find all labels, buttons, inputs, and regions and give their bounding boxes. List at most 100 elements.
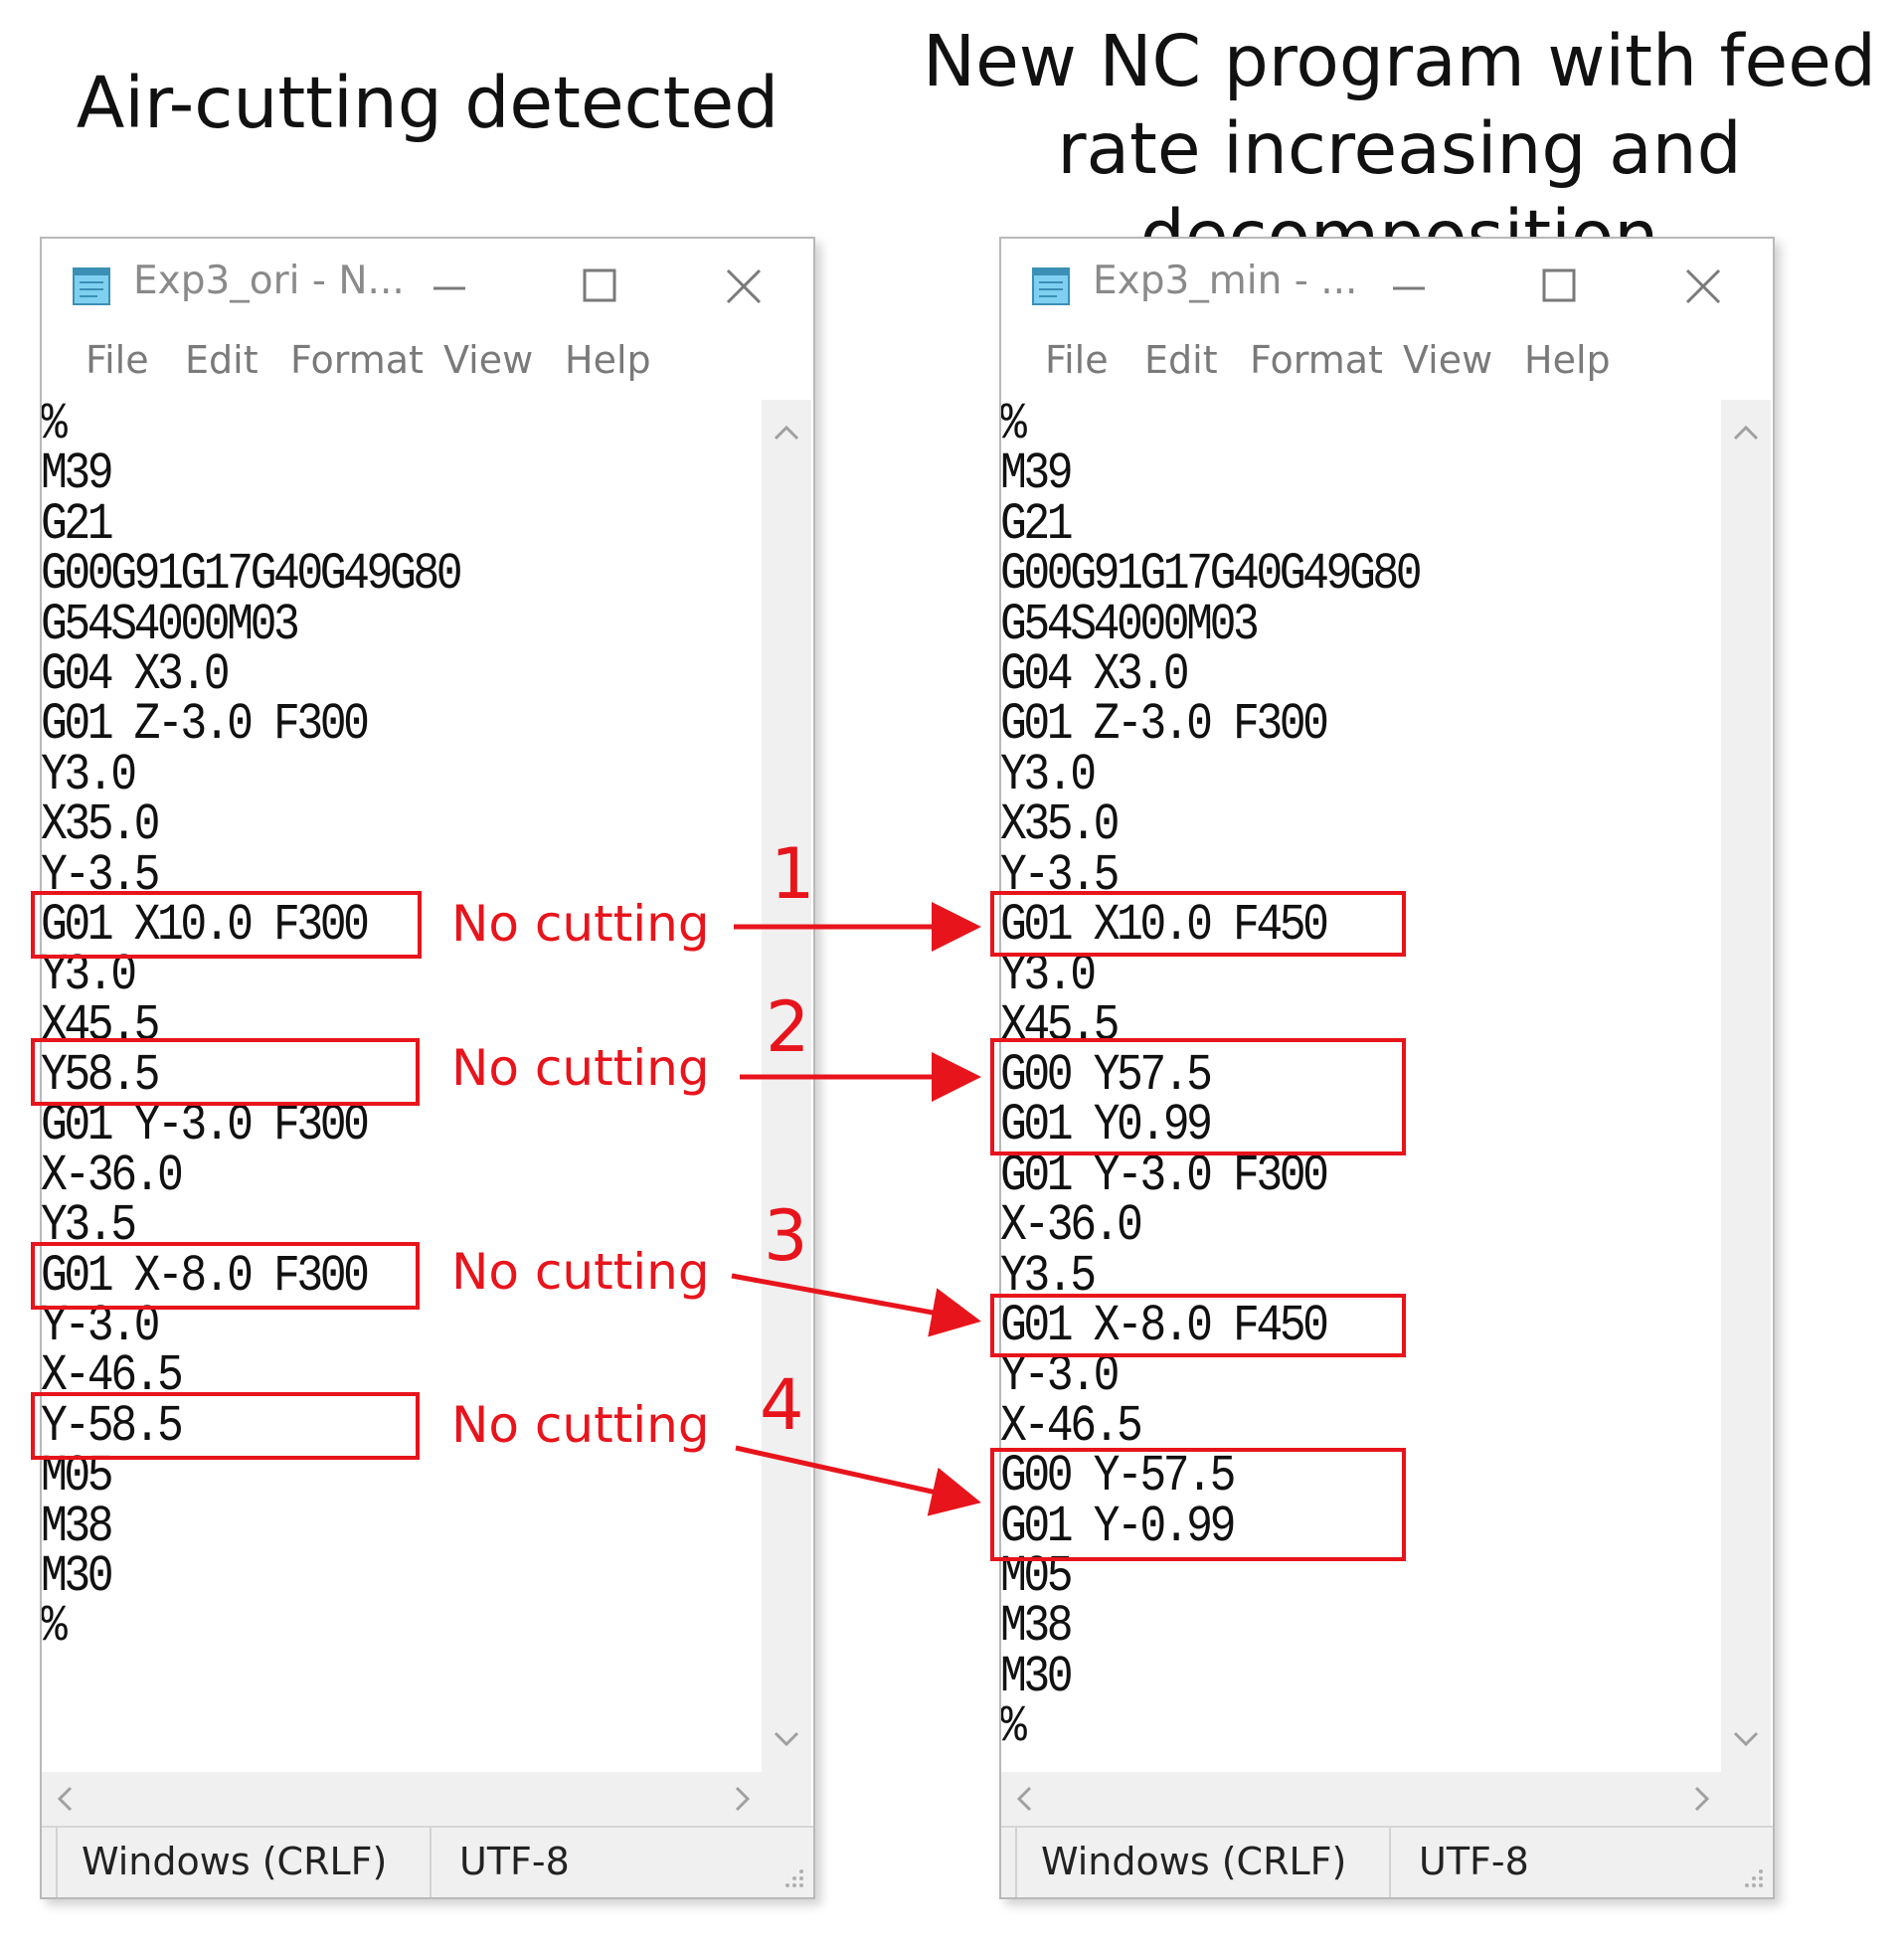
title-bar: Exp3_ori - N...: [42, 239, 813, 334]
status-separator: [1015, 1828, 1017, 1897]
highlight-box-left-3: [31, 1242, 420, 1310]
highlight-box-left-1: [31, 891, 422, 959]
code-line: G01 X10.0 F300: [42, 895, 370, 955]
scroll-left-icon[interactable]: [56, 1786, 74, 1812]
code-line: X-36.0: [1001, 1196, 1143, 1256]
text-editor[interactable]: % M39 G21 G00G91G17G40G49G80 G54S4000M03 G04 …: [42, 400, 766, 1772]
notepad-icon: [1032, 267, 1070, 305]
code-line: G01 Y-3.0 F300: [42, 1096, 370, 1155]
status-line-ending: Windows (CRLF): [1041, 1840, 1347, 1883]
code-line: %: [1001, 1697, 1027, 1757]
code-line: Y3.0: [1001, 745, 1097, 804]
scroll-right-icon[interactable]: [1693, 1786, 1711, 1812]
code-line: Y3.0: [42, 745, 137, 804]
highlight-box-right-4: [990, 1448, 1406, 1561]
annotation-number-1: 1: [771, 833, 815, 915]
code-line: %: [42, 1597, 68, 1657]
resize-grip-icon[interactable]: [778, 1861, 805, 1889]
status-separator: [1389, 1828, 1391, 1897]
code-line: M38: [1001, 1597, 1074, 1657]
code-line: Y58.5: [42, 1046, 160, 1106]
code-line: M39: [1001, 444, 1074, 504]
annotation-number-3: 3: [764, 1195, 808, 1277]
code-line: G54S4000M03: [42, 595, 300, 654]
close-icon[interactable]: [714, 259, 774, 314]
minimize-icon[interactable]: [1379, 259, 1439, 314]
minimize-icon[interactable]: [420, 259, 479, 314]
code-line: G01 Z-3.0 F300: [42, 695, 370, 755]
code-line: G04 X3.0: [42, 644, 231, 704]
scroll-up-icon[interactable]: [1733, 424, 1759, 442]
no-cutting-label-3: No cutting: [451, 1243, 710, 1301]
maximize-icon[interactable]: [569, 259, 628, 314]
code-line: G00G91G17G40G49G80: [1001, 545, 1423, 605]
menu-edit[interactable]: Edit: [1144, 338, 1218, 382]
menu-view[interactable]: View: [443, 338, 534, 382]
scroll-right-icon[interactable]: [734, 1786, 752, 1812]
code-line: Y3.5: [1001, 1246, 1097, 1306]
menu-help[interactable]: Help: [565, 338, 651, 382]
code-line: X-36.0: [42, 1146, 184, 1205]
menu-format[interactable]: Format: [290, 338, 424, 382]
vertical-scrollbar[interactable]: [1721, 400, 1771, 1772]
annotation-number-2: 2: [766, 986, 810, 1068]
vertical-scrollbar[interactable]: [762, 400, 811, 1772]
arrow-4: [735, 1445, 981, 1516]
status-separator: [56, 1828, 58, 1897]
menu-format[interactable]: Format: [1250, 338, 1383, 382]
code-line: %: [42, 400, 68, 453]
arrow-3: [731, 1273, 981, 1337]
code-line: G01 X10.0 F450: [1001, 895, 1329, 955]
notepad-icon: [73, 267, 110, 305]
code-line: G01 X-8.0 F300: [42, 1246, 370, 1306]
annotation-number-4: 4: [760, 1364, 804, 1446]
scrollbar-corner: [762, 1772, 811, 1828]
close-icon[interactable]: [1673, 259, 1733, 314]
menu-file[interactable]: File: [1045, 338, 1109, 382]
scroll-up-icon[interactable]: [774, 424, 799, 442]
code-line: M30: [1001, 1647, 1074, 1706]
code-line: M39: [42, 444, 114, 504]
scroll-down-icon[interactable]: [1733, 1730, 1759, 1748]
menu-file[interactable]: File: [86, 338, 149, 382]
code-line: Y-58.5: [42, 1396, 184, 1456]
menu-edit[interactable]: Edit: [185, 338, 259, 382]
code-line: G01 Y0.99: [1001, 1096, 1213, 1155]
code-line: G00 Y57.5: [1001, 1046, 1213, 1106]
code-line: X45.5: [42, 995, 160, 1055]
code-line: G21: [1001, 494, 1074, 554]
code-line: G01 Y-0.99: [1001, 1497, 1236, 1556]
highlight-box-right-3: [990, 1294, 1406, 1357]
scroll-left-icon[interactable]: [1015, 1786, 1033, 1812]
horizontal-scrollbar[interactable]: [1001, 1772, 1725, 1828]
code-line: %: [1001, 400, 1027, 453]
status-bar: Windows (CRLF) UTF-8: [1001, 1826, 1773, 1897]
code-line: G54S4000M03: [1001, 595, 1260, 654]
title-bar: Exp3_min - ...: [1001, 239, 1773, 334]
status-encoding: UTF-8: [459, 1840, 570, 1883]
menu-view[interactable]: View: [1403, 338, 1493, 382]
code-line: G00G91G17G40G49G80: [42, 545, 463, 605]
code-line: Y-3.0: [1001, 1346, 1120, 1406]
window-title: Exp3_ori - N...: [133, 259, 405, 303]
status-encoding: UTF-8: [1419, 1840, 1529, 1883]
code-line: G21: [42, 494, 114, 554]
code-line: X45.5: [1001, 995, 1120, 1055]
left-heading: Air-cutting detected: [76, 62, 779, 144]
scroll-down-icon[interactable]: [774, 1730, 799, 1748]
code-line: M30: [42, 1546, 114, 1606]
code-line: G04 X3.0: [1001, 644, 1190, 704]
resize-grip-icon[interactable]: [1737, 1861, 1765, 1889]
highlight-box-right-2: [990, 1038, 1406, 1155]
menu-help[interactable]: Help: [1524, 338, 1611, 382]
code-line: X-46.5: [1001, 1396, 1143, 1456]
highlight-box-left-2: [31, 1038, 420, 1106]
text-editor[interactable]: % M39 G21 G00G91G17G40G49G80 G54S4000M03 G04 …: [1001, 400, 1725, 1772]
code-line: G01 Y-3.0 F300: [1001, 1146, 1329, 1205]
maximize-icon[interactable]: [1528, 259, 1588, 314]
code-line: X35.0: [42, 796, 160, 855]
highlight-box-left-4: [31, 1392, 420, 1460]
code-line: M38: [42, 1497, 114, 1556]
horizontal-scrollbar[interactable]: [42, 1772, 766, 1828]
